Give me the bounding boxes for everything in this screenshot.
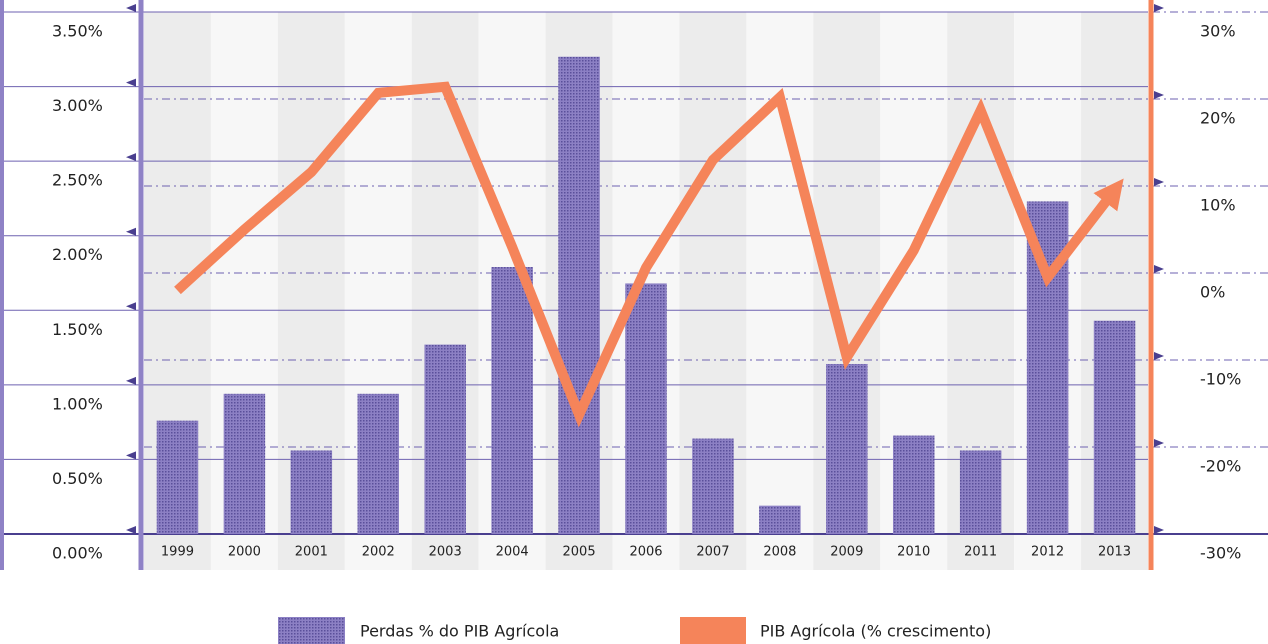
- y2-tick-mark: [1154, 178, 1164, 186]
- y2-tick-mark: [1154, 352, 1164, 360]
- x-tick-label: 2000: [228, 545, 261, 560]
- line: [174, 81, 1124, 428]
- x-tick-label: 2007: [696, 545, 729, 560]
- legend-label: Perdas % do PIB Agrícola: [360, 622, 559, 641]
- bar: [156, 420, 199, 534]
- y-tick-mark: [126, 78, 136, 87]
- y2-tick-label: -30%: [1200, 544, 1241, 563]
- y-tick-mark: [126, 451, 136, 460]
- y-tick-mark: [126, 153, 136, 162]
- bar: [826, 363, 868, 534]
- bar: [959, 450, 1002, 534]
- y2-tick-label: 20%: [1200, 109, 1236, 128]
- bar: [558, 56, 600, 534]
- y-tick-label: 2.00%: [52, 245, 103, 264]
- bar: [625, 283, 667, 534]
- x-tick-label: 2011: [964, 545, 997, 560]
- legend-swatch-line: [680, 617, 746, 644]
- y2-tick-mark: [1154, 265, 1164, 273]
- y-tick-label: 3.00%: [52, 96, 103, 115]
- bar: [491, 267, 533, 534]
- legend-swatch-bar: [278, 617, 345, 644]
- y-tick-mark: [126, 376, 136, 385]
- bar: [1093, 320, 1136, 534]
- x-tick-label: 2002: [362, 545, 395, 560]
- y-tick-mark: [126, 526, 136, 534]
- bar: [759, 505, 801, 534]
- x-tick-label: 2005: [563, 545, 596, 560]
- y-tick-label: 1.50%: [52, 320, 103, 339]
- y2-tick-mark: [1154, 91, 1164, 99]
- y2-tick-label: -10%: [1200, 370, 1241, 389]
- x-tick-label: 2009: [830, 545, 863, 560]
- x-tick-label: 2008: [763, 545, 796, 560]
- bar: [424, 344, 466, 534]
- x-tick-label: 2004: [496, 545, 529, 560]
- y-tick-label: 2.50%: [52, 171, 103, 190]
- legend-label: PIB Agrícola (% crescimento): [760, 622, 991, 641]
- y-tick-label: 1.00%: [52, 394, 103, 413]
- y2-tick-label: 0%: [1200, 283, 1225, 302]
- bar: [357, 393, 400, 534]
- x-tick-label: 1999: [161, 545, 194, 560]
- y-tick-mark: [126, 302, 136, 311]
- x-tick-label: 2006: [629, 545, 662, 560]
- y-tick-label: 3.50%: [52, 22, 103, 41]
- labels: 0.00% 0.50% 1.00% 1.50% 2.00% 2.50% 3.00% 3.50%…: [52, 22, 1241, 563]
- y2-tick-label: 10%: [1200, 196, 1236, 215]
- x-tick-label: 2013: [1098, 545, 1131, 560]
- y2-tick-mark: [1154, 4, 1164, 12]
- y-tick-label: 0.00%: [52, 544, 103, 563]
- x-tick-label: 2012: [1031, 545, 1064, 560]
- y2-tick-label: 30%: [1200, 22, 1236, 41]
- y-tick-mark: [126, 227, 136, 236]
- bar: [692, 438, 734, 534]
- bar: [223, 393, 266, 534]
- x-tick-label: 2003: [429, 545, 462, 560]
- y-tick-mark: [126, 4, 136, 12]
- bar: [290, 450, 333, 534]
- y2-tick-label: -20%: [1200, 457, 1241, 476]
- x-tick-label: 2010: [897, 545, 930, 560]
- y-tick-label: 0.50%: [52, 469, 103, 488]
- marks: [156, 56, 1136, 534]
- x-tick-label: 2001: [295, 545, 328, 560]
- y2-tick-mark: [1154, 526, 1164, 534]
- bar: [892, 435, 935, 534]
- y2-tick-mark: [1154, 439, 1164, 447]
